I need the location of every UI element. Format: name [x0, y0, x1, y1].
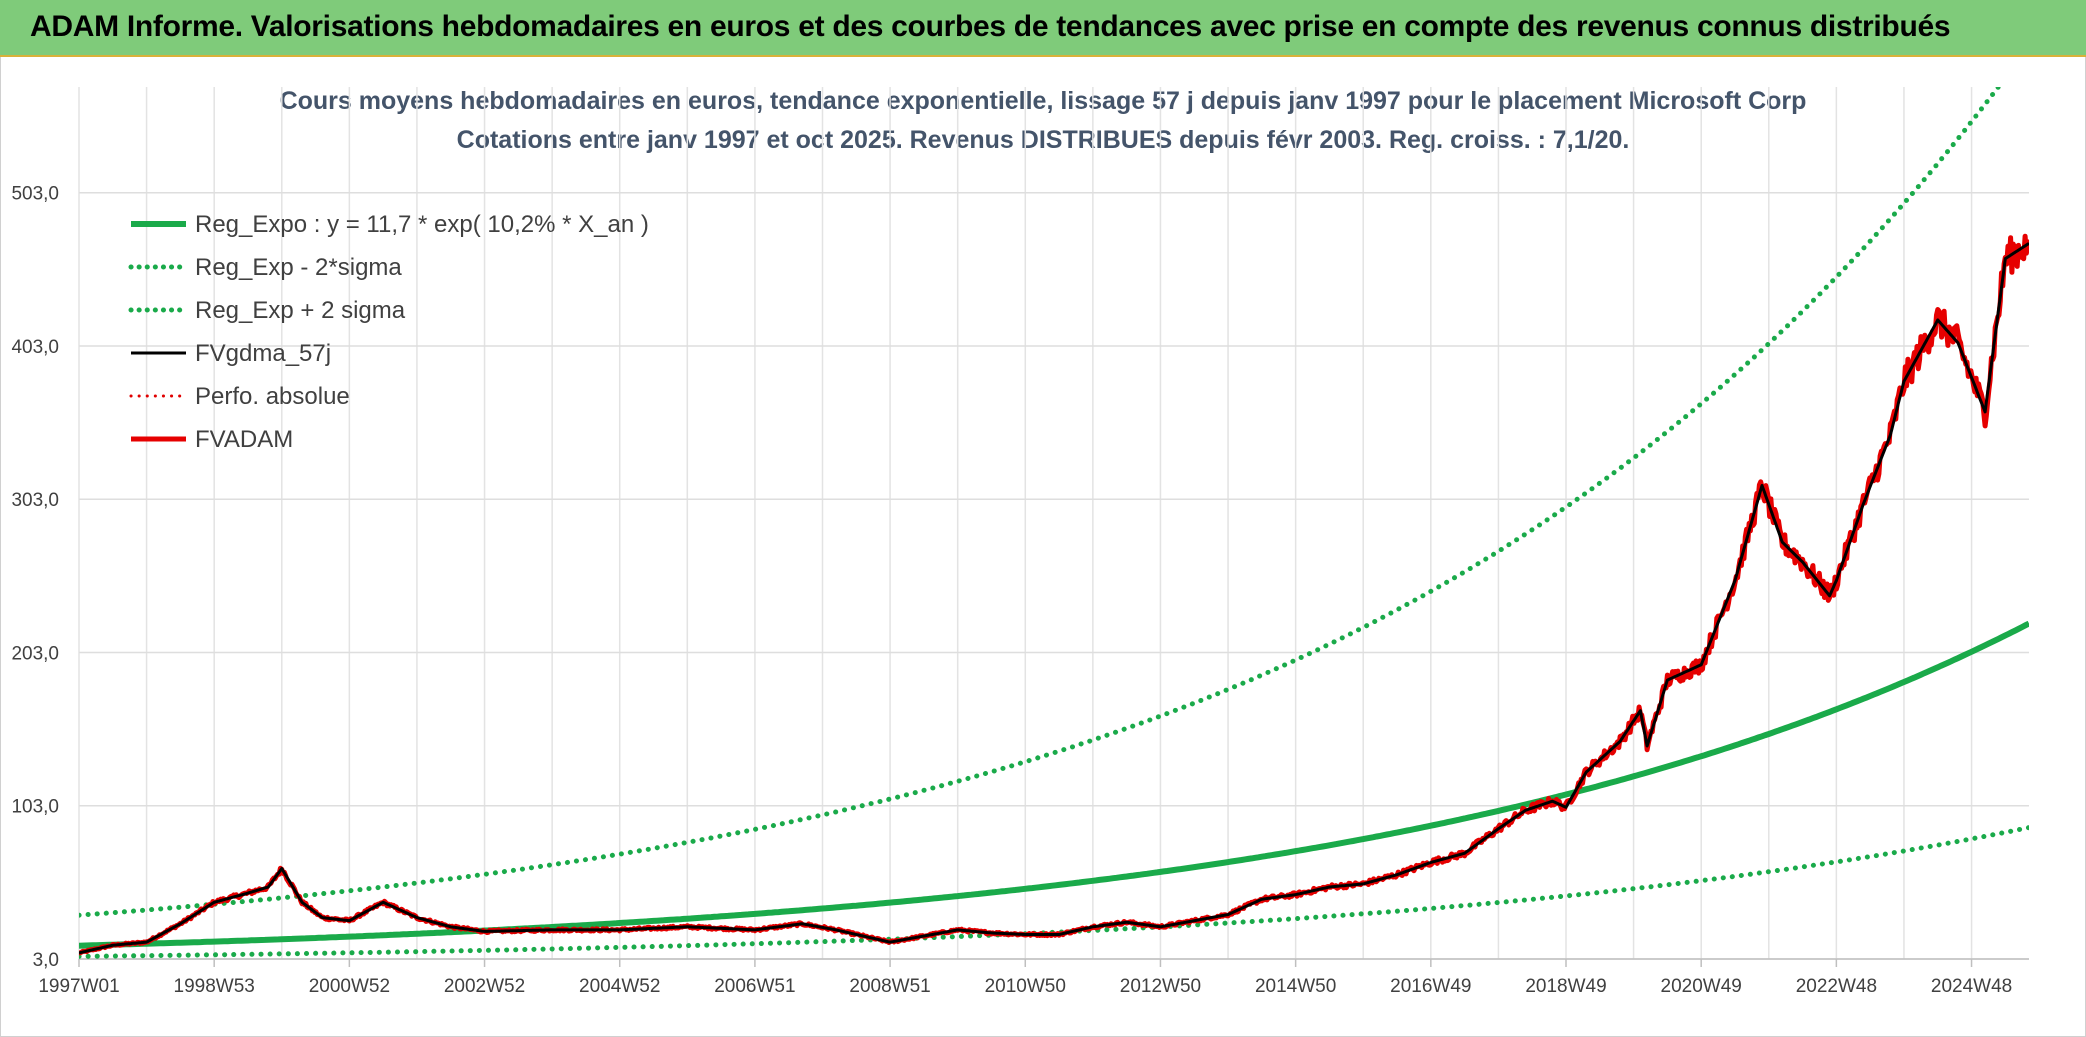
y-tick-label: 403,0 — [11, 337, 59, 358]
legend-label: FVADAM — [195, 426, 293, 453]
x-tick-label: 2012W50 — [1120, 976, 1201, 997]
y-axis-ticks: 3,0 103,0 203,0 303,0 403,0 503,0 — [11, 184, 59, 971]
x-tick-label: 2016W49 — [1390, 976, 1471, 997]
x-tick-label: 2018W49 — [1525, 976, 1606, 997]
x-tick-label: 2014W50 — [1255, 976, 1336, 997]
legend-fvadam: FVADAM — [131, 426, 293, 453]
chart-grid — [78, 87, 2029, 960]
series-fvadam — [79, 233, 2029, 956]
series-fvgdma-57j — [79, 242, 2029, 955]
chart-legend: Reg_Expo : y = 11,7 * exp( 10,2% * X_an … — [128, 211, 649, 453]
legend-label: Reg_Exp - 2*sigma — [195, 254, 402, 281]
y-tick-label: 503,0 — [11, 184, 59, 205]
chart-subtitle: Cotations entre janv 1997 et oct 2025. R… — [457, 126, 1630, 154]
series-reg-exp-upper — [79, 87, 2002, 918]
report-banner: ADAM Informe. Valorisations hebdomadaire… — [0, 0, 2086, 57]
x-tick-label: 2006W51 — [714, 976, 795, 997]
x-tick-label: 2004W52 — [579, 976, 660, 997]
chart-title: Cours moyens hebdomadaires en euros, ten… — [280, 87, 1807, 115]
legend-label: FVgdma_57j — [195, 340, 331, 367]
y-tick-label: 3,0 — [33, 950, 59, 971]
series-reg-expo — [79, 620, 2029, 949]
x-tick-label: 1997W01 — [38, 976, 119, 997]
chart-frame: Cours moyens hebdomadaires en euros, ten… — [0, 57, 2086, 1037]
x-tick-label: 2024W48 — [1931, 976, 2012, 997]
legend-fvgdma-57j: FVgdma_57j — [131, 340, 331, 367]
legend-reg-exp-lower: Reg_Exp - 2*sigma — [128, 254, 402, 281]
chart-svg: Cours moyens hebdomadaires en euros, ten… — [11, 87, 2029, 997]
legend-label: Reg_Exp + 2 sigma — [195, 297, 406, 324]
y-tick-label: 303,0 — [11, 490, 59, 511]
legend-label: Perfo. absolue — [195, 383, 350, 410]
plot-area — [79, 87, 2029, 959]
x-tick-label: 1998W53 — [174, 976, 255, 997]
y-tick-label: 203,0 — [11, 643, 59, 664]
x-tick-label: 2000W52 — [309, 976, 390, 997]
x-tick-label: 2022W48 — [1796, 976, 1877, 997]
x-axis-ticks: 1997W01 1998W53 2000W52 2002W52 2004W52 2006W… — [38, 959, 2012, 997]
legend-reg-exp-upper: Reg_Exp + 2 sigma — [128, 297, 406, 324]
x-tick-label: 2020W49 — [1661, 976, 1742, 997]
legend-reg-expo: Reg_Expo : y = 11,7 * exp( 10,2% * X_an … — [131, 211, 649, 238]
x-tick-label: 2008W51 — [849, 976, 930, 997]
legend-perfo-absolue: Perfo. absolue — [129, 383, 350, 410]
report-title: ADAM Informe. Valorisations hebdomadaire… — [30, 10, 1951, 43]
legend-label: Reg_Expo : y = 11,7 * exp( 10,2% * X_an … — [195, 211, 649, 238]
y-tick-label: 103,0 — [11, 797, 59, 818]
x-tick-label: 2010W50 — [985, 976, 1066, 997]
x-tick-label: 2002W52 — [444, 976, 525, 997]
